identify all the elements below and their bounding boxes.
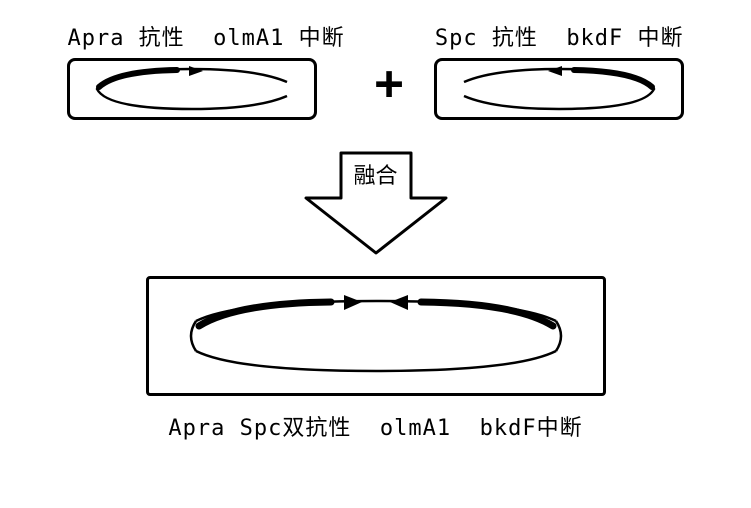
right-chromosome-svg — [444, 64, 674, 114]
bottom-chromosome-svg — [166, 291, 586, 381]
right-cell-block: Spc 抗性 bkdF 中断 — [434, 20, 684, 120]
bottom-row: Apra Spc双抗性 olmA1 bkdF中断 — [20, 276, 731, 442]
top-row: Apra 抗性 olmA1 中断 + Spc 抗性 bkdF 中断 — [20, 20, 731, 120]
left-cell-block: Apra 抗性 olmA1 中断 — [67, 20, 344, 120]
right-cell-box — [434, 58, 684, 120]
left-chromosome-svg — [77, 64, 307, 114]
arrow-section: 融合 — [20, 148, 731, 258]
plus-symbol: + — [365, 59, 414, 107]
left-cell-box — [67, 58, 317, 120]
bottom-cell-box — [146, 276, 606, 396]
fusion-label: 融合 — [353, 158, 397, 190]
bottom-label: Apra Spc双抗性 olmA1 bkdF中断 — [168, 410, 582, 442]
right-label: Spc 抗性 bkdF 中断 — [435, 20, 684, 52]
left-label: Apra 抗性 olmA1 中断 — [67, 20, 344, 52]
fusion-diagram: Apra 抗性 olmA1 中断 + Spc 抗性 bkdF 中断 — [20, 20, 731, 488]
